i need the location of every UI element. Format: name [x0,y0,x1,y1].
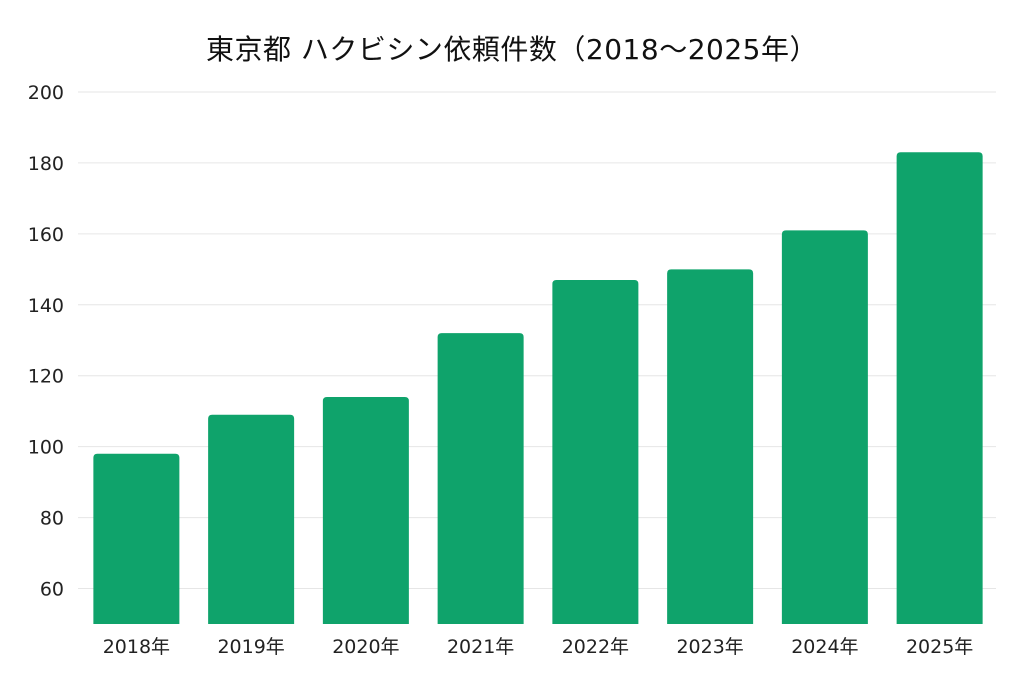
bar-2023年 [667,269,754,624]
y-tick-label: 80 [40,508,64,530]
y-tick-label: 60 [40,579,64,601]
x-tick-label: 2019年 [217,636,284,658]
chart-title: 東京都 ハクビシン依頼件数（2018〜2025年） [206,33,818,66]
y-tick-label: 160 [28,224,64,246]
bar-2018年 [93,453,180,624]
bar-2020年 [322,397,409,624]
bar-2021年 [437,333,524,624]
x-tick-label: 2024年 [791,636,858,658]
bar-2022年 [552,279,639,624]
y-tick-label: 120 [28,366,64,388]
x-tick-label: 2018年 [103,636,170,658]
y-tick-label: 180 [28,153,64,175]
x-tick-label: 2025年 [906,636,973,658]
y-tick-label: 140 [28,295,64,317]
bar-2024年 [781,230,868,624]
bar-2025年 [896,152,983,624]
bar-2019年 [208,414,295,624]
x-tick-label: 2021年 [447,636,514,658]
y-tick-label: 200 [28,82,64,104]
x-tick-label: 2023年 [676,636,743,658]
y-tick-label: 100 [28,437,64,459]
x-tick-label: 2020年 [332,636,399,658]
x-tick-label: 2022年 [562,636,629,658]
